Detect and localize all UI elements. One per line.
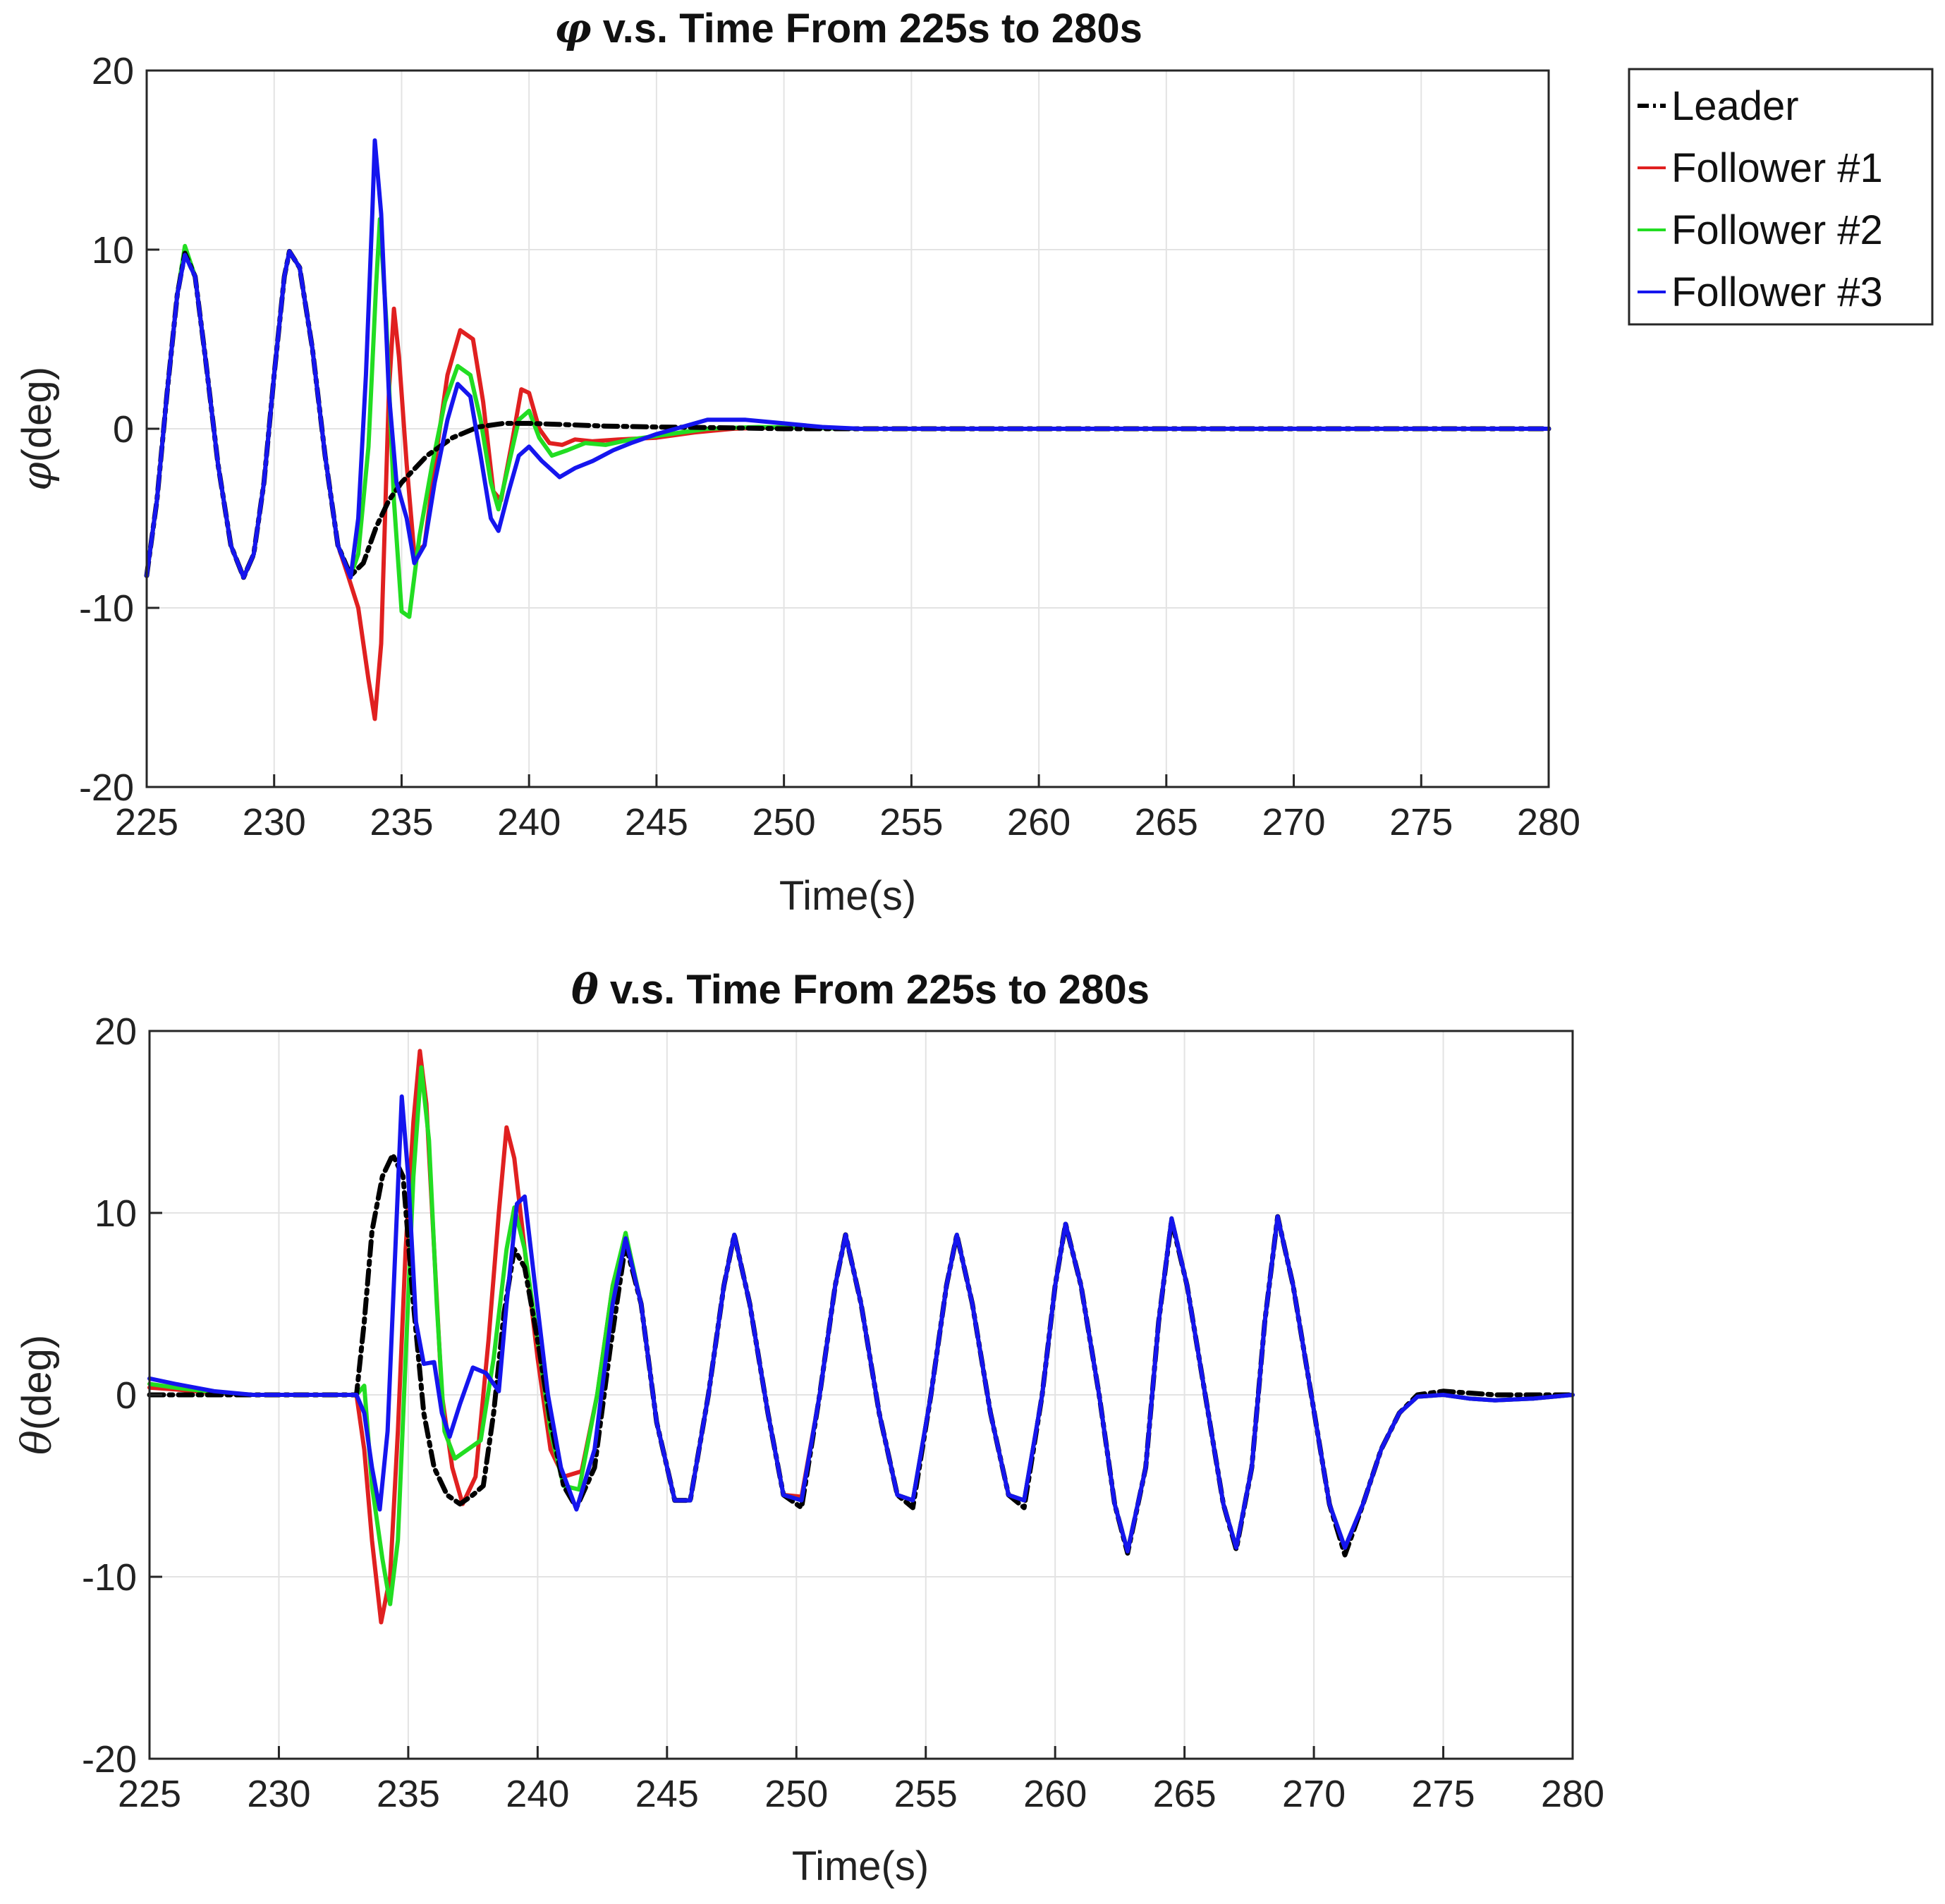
phi-chart: φ v.s. Time From 225s to 280s 225 230 235 2… [13,4,1934,919]
phi-chart-title: φ v.s. Time From 225s to 280s [554,4,1142,52]
theta-chart: θ v.s. Time From 225s to 280s 225 230 235 2… [13,965,1604,1889]
theta-x-tick-label: 245 [635,1773,699,1815]
phi-plot-area [144,138,1551,721]
theta-y-tick-label: -20 [82,1738,137,1781]
phi-x-axis-label: Time(s) [779,873,916,919]
theta-x-tick-label: 235 [377,1773,440,1815]
theta-y-symbol: θ [13,1430,61,1455]
phi-x-tick-label: 240 [497,801,561,843]
phi-y-tick-label: -10 [79,587,134,630]
theta-x-tick-label: 250 [764,1773,828,1815]
theta-x-tick-label: 280 [1541,1773,1604,1815]
phi-title-text: v.s. Time From 225s to 280s [592,6,1142,51]
phi-x-tick-label: 265 [1135,801,1198,843]
legend-label-follower2: Follower #2 [1671,207,1883,253]
theta-title-symbol: θ [571,965,599,1013]
legend-label-follower1: Follower #1 [1671,145,1883,191]
legend: Leader Follower #1 Follower #2 Follower … [1628,68,1934,326]
phi-y-tick-label: 10 [92,229,134,271]
theta-x-tick-label: 275 [1411,1773,1475,1815]
phi-x-tick-label: 230 [243,801,306,843]
phi-x-tick-label: 235 [370,801,433,843]
theta-series-follower3 [147,1094,1575,1554]
legend-box [1628,68,1934,326]
phi-y-unit: (deg) [14,367,60,462]
theta-x-tick-label: 265 [1153,1773,1217,1815]
phi-title-symbol: φ [554,4,591,52]
theta-y-tick-label: -10 [82,1556,137,1599]
theta-x-tick-label: 260 [1023,1773,1087,1815]
phi-tick-labels: 225 230 235 240 245 250 255 260 265 270 275 280 -20 -… [79,50,1580,843]
phi-x-tick-label: 250 [752,801,816,843]
theta-y-tick-label: 20 [94,1011,137,1053]
theta-tick-labels: 225 230 235 240 245 250 255 260 265 270 275 280 -20 -… [82,1011,1604,1815]
theta-chart-title: θ v.s. Time From 225s to 280s [571,965,1150,1013]
phi-y-axis-label: φ(deg) [13,367,61,491]
phi-x-tick-label: 260 [1007,801,1071,843]
theta-x-tick-label: 230 [247,1773,310,1815]
theta-y-tick-label: 10 [94,1192,137,1235]
phi-x-tick-label: 275 [1389,801,1453,843]
theta-y-axis-label: θ(deg) [13,1335,61,1455]
phi-y-tick-label: -20 [79,767,134,809]
legend-label-follower3: Follower #3 [1671,269,1883,315]
phi-x-tick-label: 280 [1517,801,1580,843]
theta-x-tick-label: 225 [118,1773,181,1815]
phi-x-tick-label: 245 [625,801,688,843]
phi-y-tick-label: 20 [92,50,134,92]
theta-x-tick-label: 270 [1282,1773,1346,1815]
theta-y-unit: (deg) [14,1335,60,1430]
theta-x-tick-label: 240 [506,1773,569,1815]
theta-x-tick-label: 255 [894,1773,958,1815]
phi-series-follower3 [145,138,1551,580]
theta-plot-area [147,1049,1575,1625]
phi-x-tick-label: 270 [1262,801,1325,843]
theta-x-axis-label: Time(s) [792,1843,929,1889]
legend-label-leader: Leader [1671,83,1799,129]
phi-y-symbol: φ [13,462,61,491]
phi-y-tick-label: 0 [113,408,134,451]
phi-x-tick-label: 255 [879,801,943,843]
phi-x-tick-label: 225 [115,801,178,843]
theta-title-text: v.s. Time From 225s to 280s [599,967,1150,1013]
theta-y-tick-label: 0 [116,1374,137,1417]
